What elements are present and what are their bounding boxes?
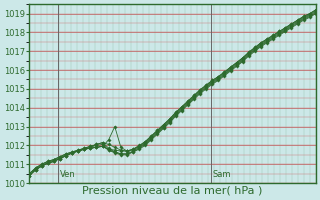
X-axis label: Pression niveau de la mer( hPa ): Pression niveau de la mer( hPa ) (83, 186, 263, 196)
Text: Ven: Ven (60, 170, 75, 179)
Text: Sam: Sam (213, 170, 231, 179)
